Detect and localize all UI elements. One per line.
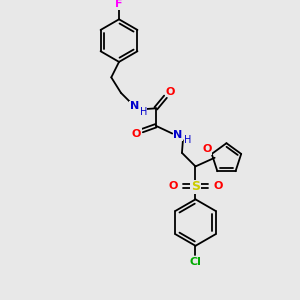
Text: N: N — [173, 130, 183, 140]
Text: O: O — [132, 128, 141, 139]
Text: O: O — [213, 181, 222, 191]
Text: O: O — [169, 181, 178, 191]
Text: S: S — [191, 180, 200, 193]
Text: O: O — [202, 144, 212, 154]
Text: N: N — [130, 101, 139, 111]
Text: F: F — [115, 0, 123, 9]
Text: H: H — [184, 135, 191, 145]
Text: O: O — [166, 87, 175, 97]
Text: H: H — [140, 107, 147, 117]
Text: Cl: Cl — [190, 257, 201, 267]
